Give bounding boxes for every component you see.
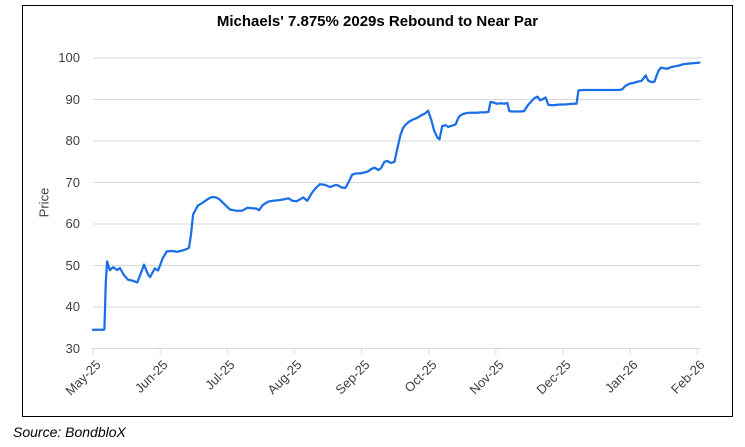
y-tick-label-50: 50 xyxy=(65,257,80,273)
y-tick-label-40: 40 xyxy=(65,299,80,314)
y-tick-label-80: 80 xyxy=(65,133,80,148)
y-tick-label-70: 70 xyxy=(65,174,80,190)
source-caption: Source: BondbloX xyxy=(13,424,126,440)
y-tick-label-30: 30 xyxy=(65,340,80,356)
y-tick-label-60: 60 xyxy=(65,216,80,231)
chart-title: Michaels' 7.875% 2029s Rebound to Near P… xyxy=(216,13,539,30)
y-tick-label-100: 100 xyxy=(58,50,80,65)
price-line-series xyxy=(91,61,701,331)
y-tick-label-90: 90 xyxy=(65,91,80,107)
